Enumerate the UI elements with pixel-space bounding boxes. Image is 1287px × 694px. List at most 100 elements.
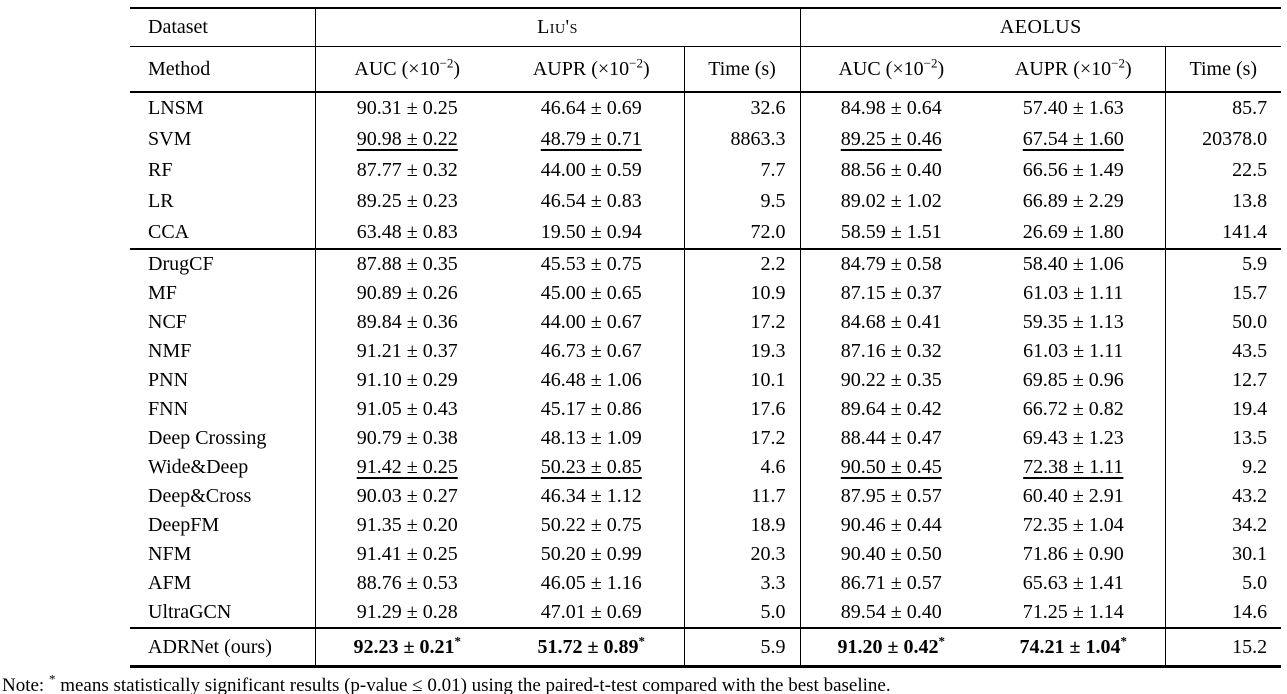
metric-label: Time (s): [1189, 57, 1258, 80]
value-cell: 90.89 ± 0.26: [314, 279, 499, 308]
value-cell: 71.25 ± 1.14: [982, 598, 1165, 628]
value-cell: 45.00 ± 0.65: [499, 279, 684, 308]
value-text: 61.03 ± 1.11: [1023, 282, 1124, 304]
value-cell: 9.5: [683, 186, 801, 217]
value-text: 5.9: [1242, 253, 1268, 275]
value-text: 88.44 ± 0.47: [840, 427, 942, 449]
method-cell: ADRNet (ours): [148, 635, 272, 658]
underlined-value: 90.50 ± 0.45: [840, 456, 942, 478]
value-cell: 46.34 ± 1.12: [499, 482, 684, 511]
value-cell: 90.03 ± 0.27: [314, 482, 499, 511]
value-text: 44.00 ± 0.67: [540, 311, 642, 333]
results-table: Dataset Liu's AEOLUS Method AUC (×10−2) …: [130, 7, 1282, 668]
significance-star: *: [48, 671, 56, 687]
underlined-value: 67.54 ± 1.60: [1022, 128, 1124, 150]
value-text: 5.0: [1242, 572, 1268, 594]
significance-star: *: [938, 632, 946, 648]
metric-label-close: ): [642, 57, 650, 80]
value-cell: 84.68 ± 0.41: [799, 308, 983, 337]
metric-label: AUC (×10: [838, 57, 924, 80]
value-cell: 46.54 ± 0.83: [499, 186, 684, 217]
value-text: 17.2: [750, 311, 786, 333]
metric-exponent: −2: [923, 54, 938, 70]
value-cell: 91.21 ± 0.37: [314, 337, 499, 366]
value-text: 45.17 ± 0.86: [540, 398, 642, 420]
value-text: 44.00 ± 0.59: [540, 159, 642, 181]
table-row: LR 89.25 ± 0.23 46.54 ± 0.83 9.5 89.02 ± 1.0…: [130, 186, 1282, 217]
value-text: 20.3: [750, 543, 786, 565]
value-cell: 50.0: [1164, 308, 1282, 337]
value-cell: 19.4: [1164, 395, 1282, 424]
value-text: 59.35 ± 1.13: [1022, 311, 1124, 333]
value-text: 19.4: [1232, 398, 1268, 420]
value-cell: 91.42 ± 0.25: [314, 453, 499, 482]
value-text: 91.21 ± 0.37: [356, 340, 458, 362]
value-text: 14.6: [1232, 601, 1268, 623]
value-text: 90.31 ± 0.25: [356, 97, 458, 119]
table-row: Wide&Deep 91.42 ± 0.25 50.23 ± 0.85 4.6 90.5…: [130, 453, 1282, 482]
value-cell: 90.98 ± 0.22: [314, 124, 499, 155]
value-text: 46.48 ± 1.06: [540, 369, 642, 391]
value-cell: 60.40 ± 2.91: [982, 482, 1165, 511]
value-cell: 8863.3: [683, 124, 801, 155]
value-text: 4.6: [760, 456, 786, 478]
value-cell: 57.40 ± 1.63: [982, 92, 1165, 124]
value-text: 19.50 ± 0.94: [540, 221, 642, 243]
value-text: 50.20 ± 0.99: [540, 543, 642, 565]
value-cell: 91.41 ± 0.25: [314, 540, 499, 569]
value-text: 26.69 ± 1.80: [1022, 221, 1124, 243]
value-text: 91.20 ± 0.42: [837, 635, 939, 658]
value-cell: 88.44 ± 0.47: [799, 424, 983, 453]
value-cell: 89.84 ± 0.36: [314, 308, 499, 337]
value-text: 2.2: [760, 253, 786, 275]
metric-label: AUC (×10: [354, 57, 440, 80]
value-cell: 18.9: [683, 511, 801, 540]
value-text: 66.72 ± 0.82: [1022, 398, 1124, 420]
group-header-aeolus: AEOLUS: [799, 8, 1282, 47]
value-cell: 89.25 ± 0.46: [799, 124, 983, 155]
value-text: 90.40 ± 0.50: [840, 543, 942, 565]
value-text: 66.89 ± 2.29: [1022, 190, 1124, 212]
metric-label-close: ): [1125, 57, 1132, 80]
value-cell: 69.43 ± 1.23: [982, 424, 1165, 453]
value-cell: 51.72 ± 0.89*: [499, 628, 684, 667]
value-text: 7.7: [760, 159, 786, 181]
method-cell: CCA: [148, 221, 190, 243]
auc-header-aeolus: AUC (×10−2): [799, 46, 983, 92]
underlined-value: 90.98 ± 0.22: [356, 128, 458, 150]
value-cell: 10.1: [683, 366, 801, 395]
value-cell: 17.2: [683, 308, 801, 337]
value-text: 15.2: [1232, 635, 1268, 658]
dataset-header-cell: Dataset: [148, 16, 208, 38]
value-cell: 46.73 ± 0.67: [499, 337, 684, 366]
value-cell: 50.20 ± 0.99: [499, 540, 684, 569]
table-row: FNN 91.05 ± 0.43 45.17 ± 0.86 17.6 89.64 ± 0…: [130, 395, 1282, 424]
metric-exponent: −2: [439, 54, 454, 70]
metric-label: AUPR (×10: [1014, 57, 1112, 80]
value-cell: 20378.0: [1164, 124, 1282, 155]
table-row: DrugCF 87.88 ± 0.35 45.53 ± 0.75 2.2 84.79 ±…: [130, 249, 1282, 279]
method-cell: Wide&Deep: [148, 456, 249, 478]
value-cell: 22.5: [1164, 155, 1282, 186]
table-row: PNN 91.10 ± 0.29 46.48 ± 1.06 10.1 90.22 ± 0…: [130, 366, 1282, 395]
footnote-prefix: Note:: [2, 675, 49, 694]
table-row: NMF 91.21 ± 0.37 46.73 ± 0.67 19.3 87.16 ± 0…: [130, 337, 1282, 366]
value-cell: 90.40 ± 0.50: [799, 540, 983, 569]
value-text: 43.5: [1232, 340, 1268, 362]
value-cell: 61.03 ± 1.11: [982, 337, 1165, 366]
value-cell: 88.56 ± 0.40: [799, 155, 983, 186]
value-text: 32.6: [750, 97, 786, 119]
value-text: 90.22 ± 0.35: [840, 369, 942, 391]
table-row: NCF 89.84 ± 0.36 44.00 ± 0.67 17.2 84.68 ± 0…: [130, 308, 1282, 337]
value-cell: 19.3: [683, 337, 801, 366]
value-text: 13.8: [1232, 190, 1268, 212]
dataset-header-row: Dataset Liu's AEOLUS: [130, 8, 1282, 47]
aupr-header-aeolus: AUPR (×10−2): [982, 47, 1165, 93]
method-cell: RF: [148, 159, 173, 181]
value-text: 20378.0: [1202, 128, 1268, 150]
value-cell: 15.7: [1164, 279, 1282, 308]
metric-label: Time (s): [708, 57, 776, 80]
value-text: 11.7: [751, 485, 786, 507]
value-text: 63.48 ± 0.83: [356, 221, 458, 243]
value-text: 89.84 ± 0.36: [356, 311, 458, 333]
